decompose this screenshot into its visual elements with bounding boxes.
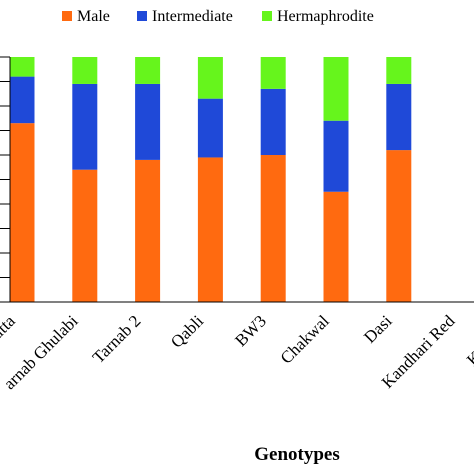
x-tick-label-3: Qabli [167, 311, 207, 351]
bar-intermediate-6 [386, 83, 412, 151]
bar-hermaphrodite-4 [260, 57, 286, 89]
bar-male-1 [72, 169, 98, 302]
legend-swatch-hermaphrodite [262, 11, 272, 21]
bar-intermediate-5 [323, 120, 349, 192]
x-tick-label-6: Dasi [360, 311, 396, 347]
plot-area [9, 57, 412, 303]
x-tick-label-4: BW3 [231, 311, 270, 350]
bar-intermediate-4 [260, 88, 286, 155]
bar-male-3 [197, 157, 223, 302]
x-axis-title: Genotypes [254, 444, 340, 465]
x-tick-label-8: Kandhari [463, 311, 474, 369]
legend: Male Intermediate Hermaphrodite [62, 8, 374, 25]
bar-intermediate-1 [72, 83, 98, 170]
bar-hermaphrodite-3 [197, 57, 223, 99]
legend-label-hermaphrodite: Hermaphrodite [277, 8, 374, 25]
x-tick-label-2: Tarnab 2 [89, 311, 145, 367]
bar-male-5 [323, 191, 349, 302]
legend-swatch-male [62, 11, 72, 21]
y-axis-ticks [0, 56, 11, 303]
bar-hermaphrodite-1 [72, 57, 98, 84]
bar-male-0 [9, 123, 35, 303]
bar-intermediate-2 [135, 83, 161, 160]
legend-label-male: Male [77, 8, 110, 25]
legend-label-intermediate: Intermediate [152, 8, 233, 25]
bar-male-4 [260, 155, 286, 302]
x-tick-label-5: Chakwal [277, 311, 333, 367]
bar-male-2 [135, 159, 161, 302]
bar-hermaphrodite-2 [135, 57, 161, 84]
bar-hermaphrodite-6 [386, 57, 412, 84]
x-tick-label-0: atta [0, 311, 19, 342]
bar-intermediate-3 [197, 98, 223, 158]
bar-hermaphrodite-0 [9, 57, 35, 77]
bar-hermaphrodite-5 [323, 57, 349, 121]
legend-swatch-intermediate [137, 11, 147, 21]
bar-intermediate-0 [9, 76, 35, 124]
bar-male-6 [386, 150, 412, 302]
